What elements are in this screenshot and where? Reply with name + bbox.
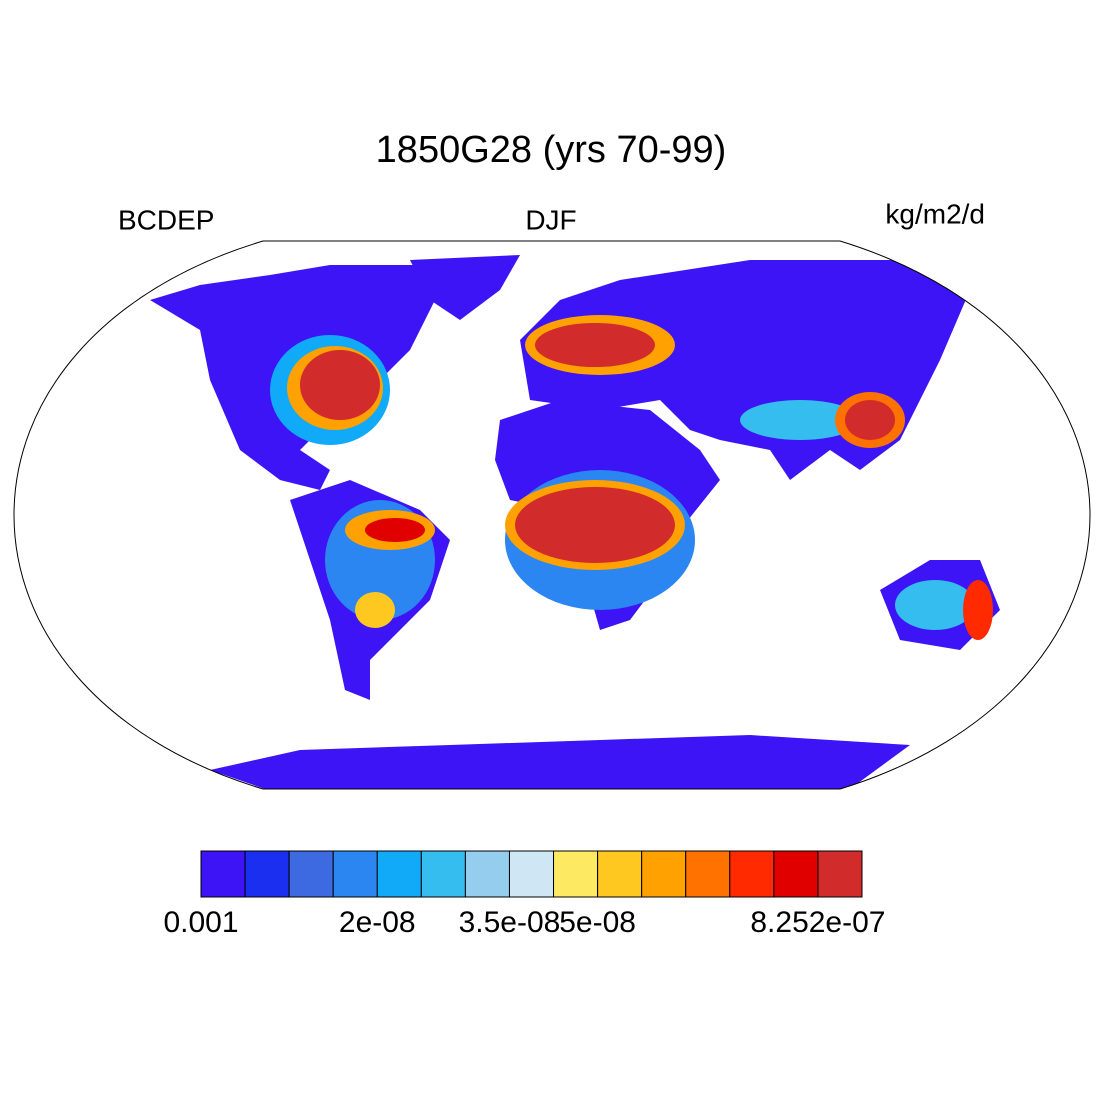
field	[300, 350, 380, 420]
field	[355, 592, 395, 628]
field	[963, 580, 993, 640]
colorbar-box	[641, 850, 687, 898]
map-border	[13, 240, 1091, 790]
land	[150, 255, 1000, 789]
colorbar-label: 2e-08	[339, 906, 416, 939]
colorbar-box	[817, 850, 863, 898]
field	[845, 400, 895, 440]
field	[365, 518, 425, 542]
colorbar-label: 0.001	[163, 906, 238, 939]
left-label: BCDEP	[118, 204, 214, 235]
colorbar-box	[332, 850, 378, 898]
colorbar-box	[729, 850, 775, 898]
colorbar-box	[553, 850, 599, 898]
center-label: DJF	[525, 204, 576, 235]
antarctica	[210, 735, 910, 789]
colorbar-box	[376, 850, 422, 898]
colorbar-label: 5e-08	[559, 906, 636, 939]
greenland	[410, 255, 520, 320]
field	[535, 323, 655, 367]
colorbar-box	[597, 850, 643, 898]
colorbar-box	[464, 850, 510, 898]
map	[13, 240, 1091, 790]
colorbar-label: 3.5e-08	[459, 906, 561, 939]
colorbar-box	[685, 850, 731, 898]
field	[895, 580, 975, 630]
colorbar-box	[420, 850, 466, 898]
colorbar-box	[773, 850, 819, 898]
colorbar-box	[508, 850, 555, 898]
colorbar-box	[200, 850, 246, 898]
colorbar-box	[288, 850, 334, 898]
colorbar-label: 8.252e-07	[750, 906, 885, 939]
field	[740, 400, 860, 440]
title: 1850G28 (yrs 70-99)	[376, 129, 727, 171]
units-label: kg/m2/d	[885, 198, 985, 229]
field	[515, 487, 675, 563]
colorbar-box	[244, 850, 290, 898]
